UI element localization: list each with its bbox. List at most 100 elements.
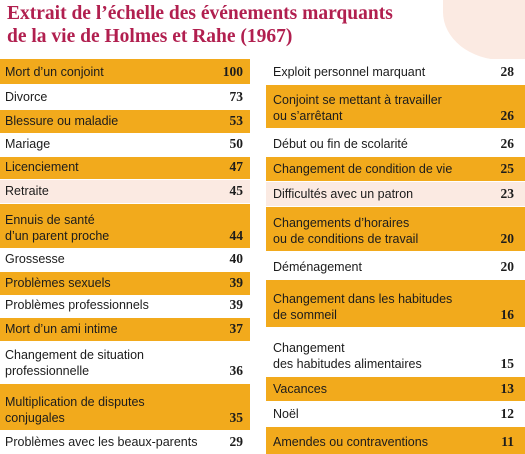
table-row: Noël 12 [266,402,525,426]
event-label-line: Changement dans les habitudes [273,292,453,306]
event-label: Blessure ou maladie [5,113,118,129]
event-label-line: Changement de situation [5,348,144,362]
event-label-line: Début ou fin de scolarité [273,137,408,151]
event-label: Multiplication de disputes conjugales [5,394,145,426]
event-score: 25 [500,161,515,176]
event-score: 11 [501,434,514,449]
event-label-line: Ennuis de santé [5,213,95,227]
event-label-line: Retraite [5,184,49,198]
event-label-line: professionnelle [5,364,90,378]
event-label-line: Mort d’un ami intime [5,322,118,336]
event-label: Conjoint se mettant à travailler ou s’arr… [273,92,442,124]
event-label-line: Changement [273,341,345,355]
event-score: 12 [500,406,515,421]
table-row: Conjoint se mettant à travailler ou s’arr… [266,85,525,128]
event-score: 53 [229,113,244,128]
table-row: Changement de situation professionnelle 36 [0,342,250,383]
event-score: 15 [500,356,515,371]
event-score: 36 [229,363,244,378]
event-label: Licenciement [5,159,79,175]
event-score: 47 [229,159,244,174]
table-row: Problèmes sexuels 39 [0,272,250,295]
event-label-line: Changement de condition de vie [273,162,453,176]
event-label: Mort d’un conjoint [5,64,104,80]
event-label: Amendes ou contraventions [273,434,428,450]
event-score: 26 [500,136,515,151]
table-row: Exploit personnel marquant 28 [266,59,525,84]
event-label: Retraite [5,183,49,199]
event-label-line: Mort d’un conjoint [5,65,104,79]
table-row: Problèmes professionnels 39 [0,296,250,317]
event-label: Ennuis de santé d’un parent proche [5,212,109,244]
table-row: Début ou fin de scolarité 26 [266,129,525,156]
event-label: Grossesse [5,251,65,267]
event-label: Déménagement [273,259,362,275]
event-score: 20 [500,231,515,246]
event-score: 50 [229,136,244,151]
event-score: 40 [229,251,244,266]
event-label: Début ou fin de scolarité [273,136,408,152]
event-label: Noël [273,406,299,422]
event-label-line: Exploit personnel marquant [273,65,426,79]
event-label-line: Déménagement [273,260,362,274]
title-line-2: de la vie de Holmes et Rahe (1967) [7,26,293,47]
event-label: Problèmes avec les beaux-parents [5,434,197,450]
event-score: 20 [500,259,515,274]
table-row: Changement des habitudes alimentaires 15 [266,328,525,376]
event-label-line: Problèmes sexuels [5,276,111,290]
table-row: Vacances 13 [266,377,525,401]
table-row: Déménagement 20 [266,252,525,279]
event-score: 37 [229,321,244,336]
event-label-line: Grossesse [5,252,65,266]
event-label: Mort d’un ami intime [5,321,118,337]
event-label: Exploit personnel marquant [273,64,425,80]
event-label-line: Mariage [5,137,51,151]
table-row: Grossesse 40 [0,249,250,271]
event-label-line: ou de conditions de travail [273,232,419,246]
event-label-line: Amendes ou contraventions [273,435,428,449]
event-label: Mariage [5,136,50,152]
event-score: 39 [229,275,244,290]
event-label: Changement de situation professionnelle [5,347,144,379]
table-row: Problèmes avec les beaux-parents 29 [0,431,250,454]
event-label: Changements d’horaires ou de conditions d… [273,215,418,247]
event-label-line: Difficultés avec un patron [273,187,414,201]
table-row: Ennuis de santé d’un parent proche 44 [0,204,250,248]
event-label-line: Vacances [273,382,327,396]
event-score: 73 [229,89,244,104]
event-label: Changement des habitudes alimentaires [273,340,422,372]
table-row: Divorce 73 [0,85,250,109]
table-row: Licenciement 47 [0,157,250,179]
title-line-1: Extrait de l’échelle des événements marq… [7,3,393,24]
corner-decoration [443,0,525,60]
event-label-line: Multiplication de disputes [5,395,145,409]
event-label: Changement dans les habitudes de sommeil [273,291,452,323]
event-label: Changement de condition de vie [273,161,452,177]
event-label-line: Conjoint se mettant à travailler [273,93,442,107]
event-label-line: ou s’arrêtant [273,109,343,123]
table-row: Changements d’horaires ou de conditions d… [266,207,525,251]
table-row: Mariage 50 [0,134,250,156]
event-score: 39 [229,297,244,312]
event-score: 45 [229,183,244,198]
event-label: Difficultés avec un patron [273,186,413,202]
event-label-line: Licenciement [5,160,79,174]
table-row: Blessure ou maladie 53 [0,110,250,133]
table-row: Difficultés avec un patron 23 [266,182,525,206]
event-label-line: Noël [273,407,299,421]
table-row: Retraite 45 [0,180,250,203]
event-score: 16 [500,307,515,322]
event-label-line: des habitudes alimentaires [273,357,422,371]
table-row: Mort d’un conjoint 100 [0,59,250,84]
event-label-line: Changements d’horaires [273,216,410,230]
event-label-line: Problèmes avec les beaux-parents [5,435,198,449]
event-label-line: Blessure ou maladie [5,114,119,128]
event-label: Divorce [5,89,47,105]
event-score: 35 [229,410,244,425]
event-label: Problèmes professionnels [5,297,149,313]
event-score: 23 [500,186,515,201]
event-label-line: Problèmes professionnels [5,298,149,312]
event-score: 100 [222,64,243,79]
table-row: Amendes ou contraventions 11 [266,427,525,454]
event-label-line: de sommeil [273,308,337,322]
